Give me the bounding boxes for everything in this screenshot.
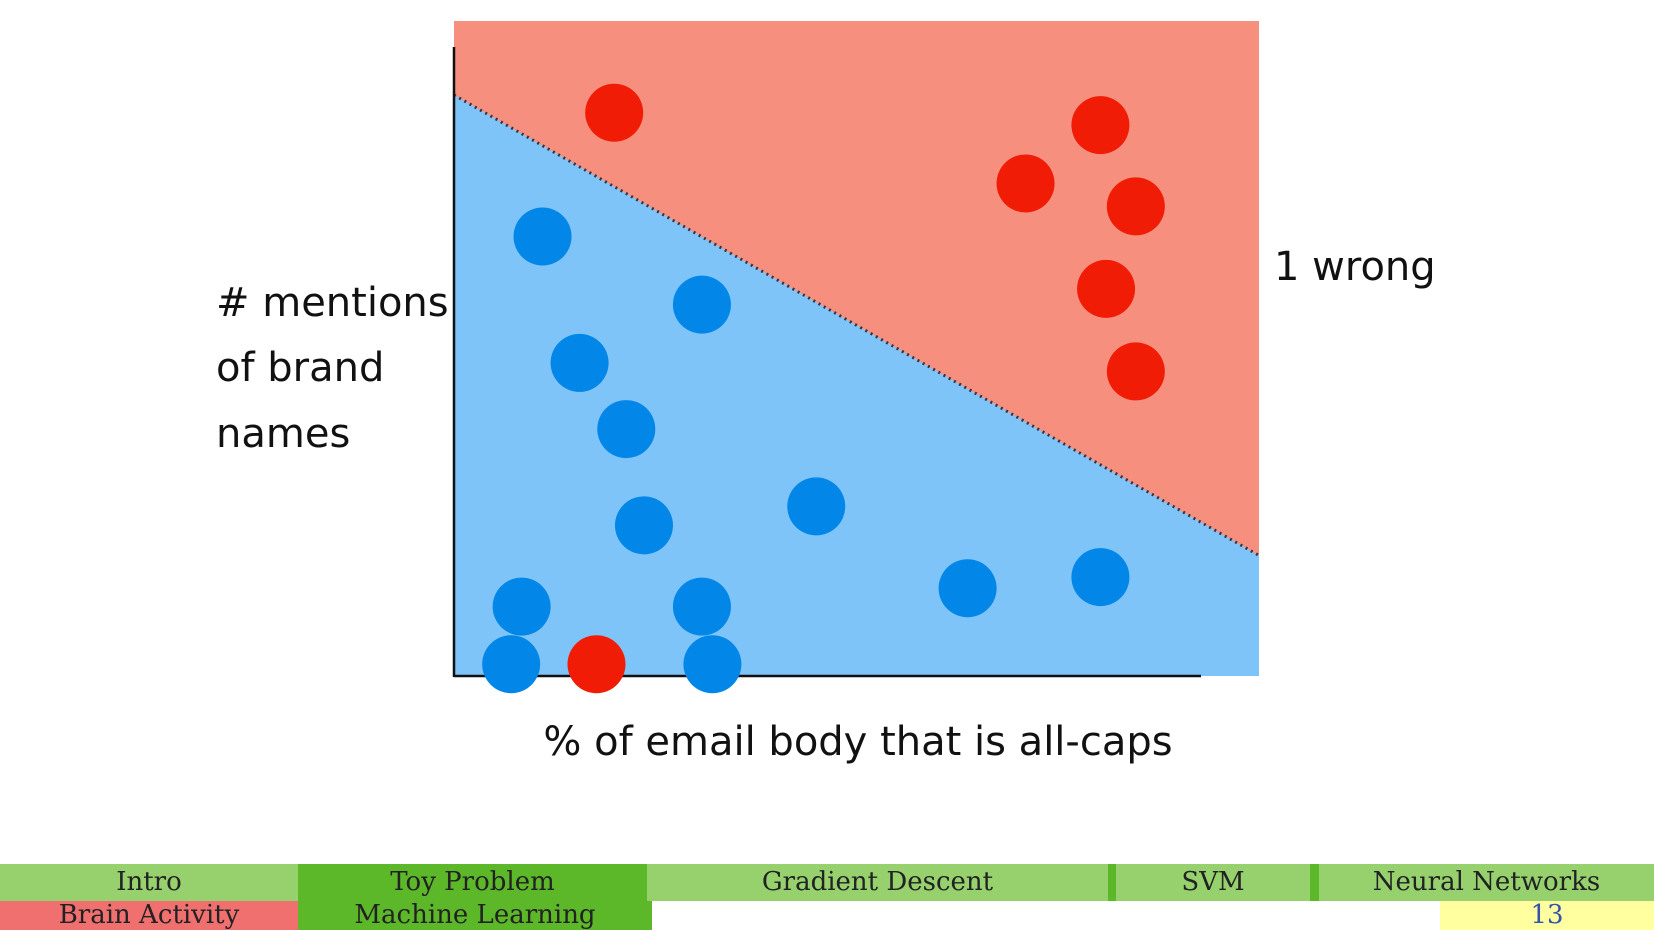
point	[567, 635, 626, 694]
y-label: # mentions	[216, 280, 449, 326]
point	[1071, 548, 1130, 607]
nav-section: Toy Problem	[298, 864, 647, 901]
point	[683, 635, 742, 694]
nav-subsection: Machine Learning	[298, 901, 652, 930]
page-number: 13	[1440, 901, 1654, 930]
point	[1106, 342, 1165, 401]
nav-separator	[1108, 864, 1116, 901]
point	[492, 577, 551, 636]
nav-subsection: Brain Activity	[0, 901, 298, 930]
point	[614, 496, 673, 555]
nav-section: SVM	[1116, 864, 1310, 901]
point	[996, 154, 1055, 213]
point	[550, 333, 609, 392]
point	[672, 275, 731, 334]
point	[482, 635, 541, 694]
nav-section: Intro	[0, 864, 298, 901]
x-label: % of email body that is all-caps	[543, 719, 1172, 765]
annotation: 1 wrong	[1274, 244, 1436, 290]
y-label: of brand	[216, 345, 384, 391]
chart: # mentions of brand names 1 wrong % of e…	[216, 21, 1436, 765]
point	[1106, 177, 1165, 236]
point	[597, 400, 656, 459]
point	[938, 559, 997, 618]
point	[585, 83, 644, 142]
point	[1071, 96, 1130, 155]
point	[1077, 259, 1136, 318]
nav-section: Gradient Descent	[647, 864, 1108, 901]
y-label: names	[216, 411, 350, 457]
nav-section: Neural Networks	[1319, 864, 1654, 901]
nav-separator	[1310, 864, 1319, 901]
point	[672, 577, 731, 636]
point	[787, 477, 846, 536]
decision-boundary	[453, 93, 1260, 557]
point	[513, 207, 572, 266]
